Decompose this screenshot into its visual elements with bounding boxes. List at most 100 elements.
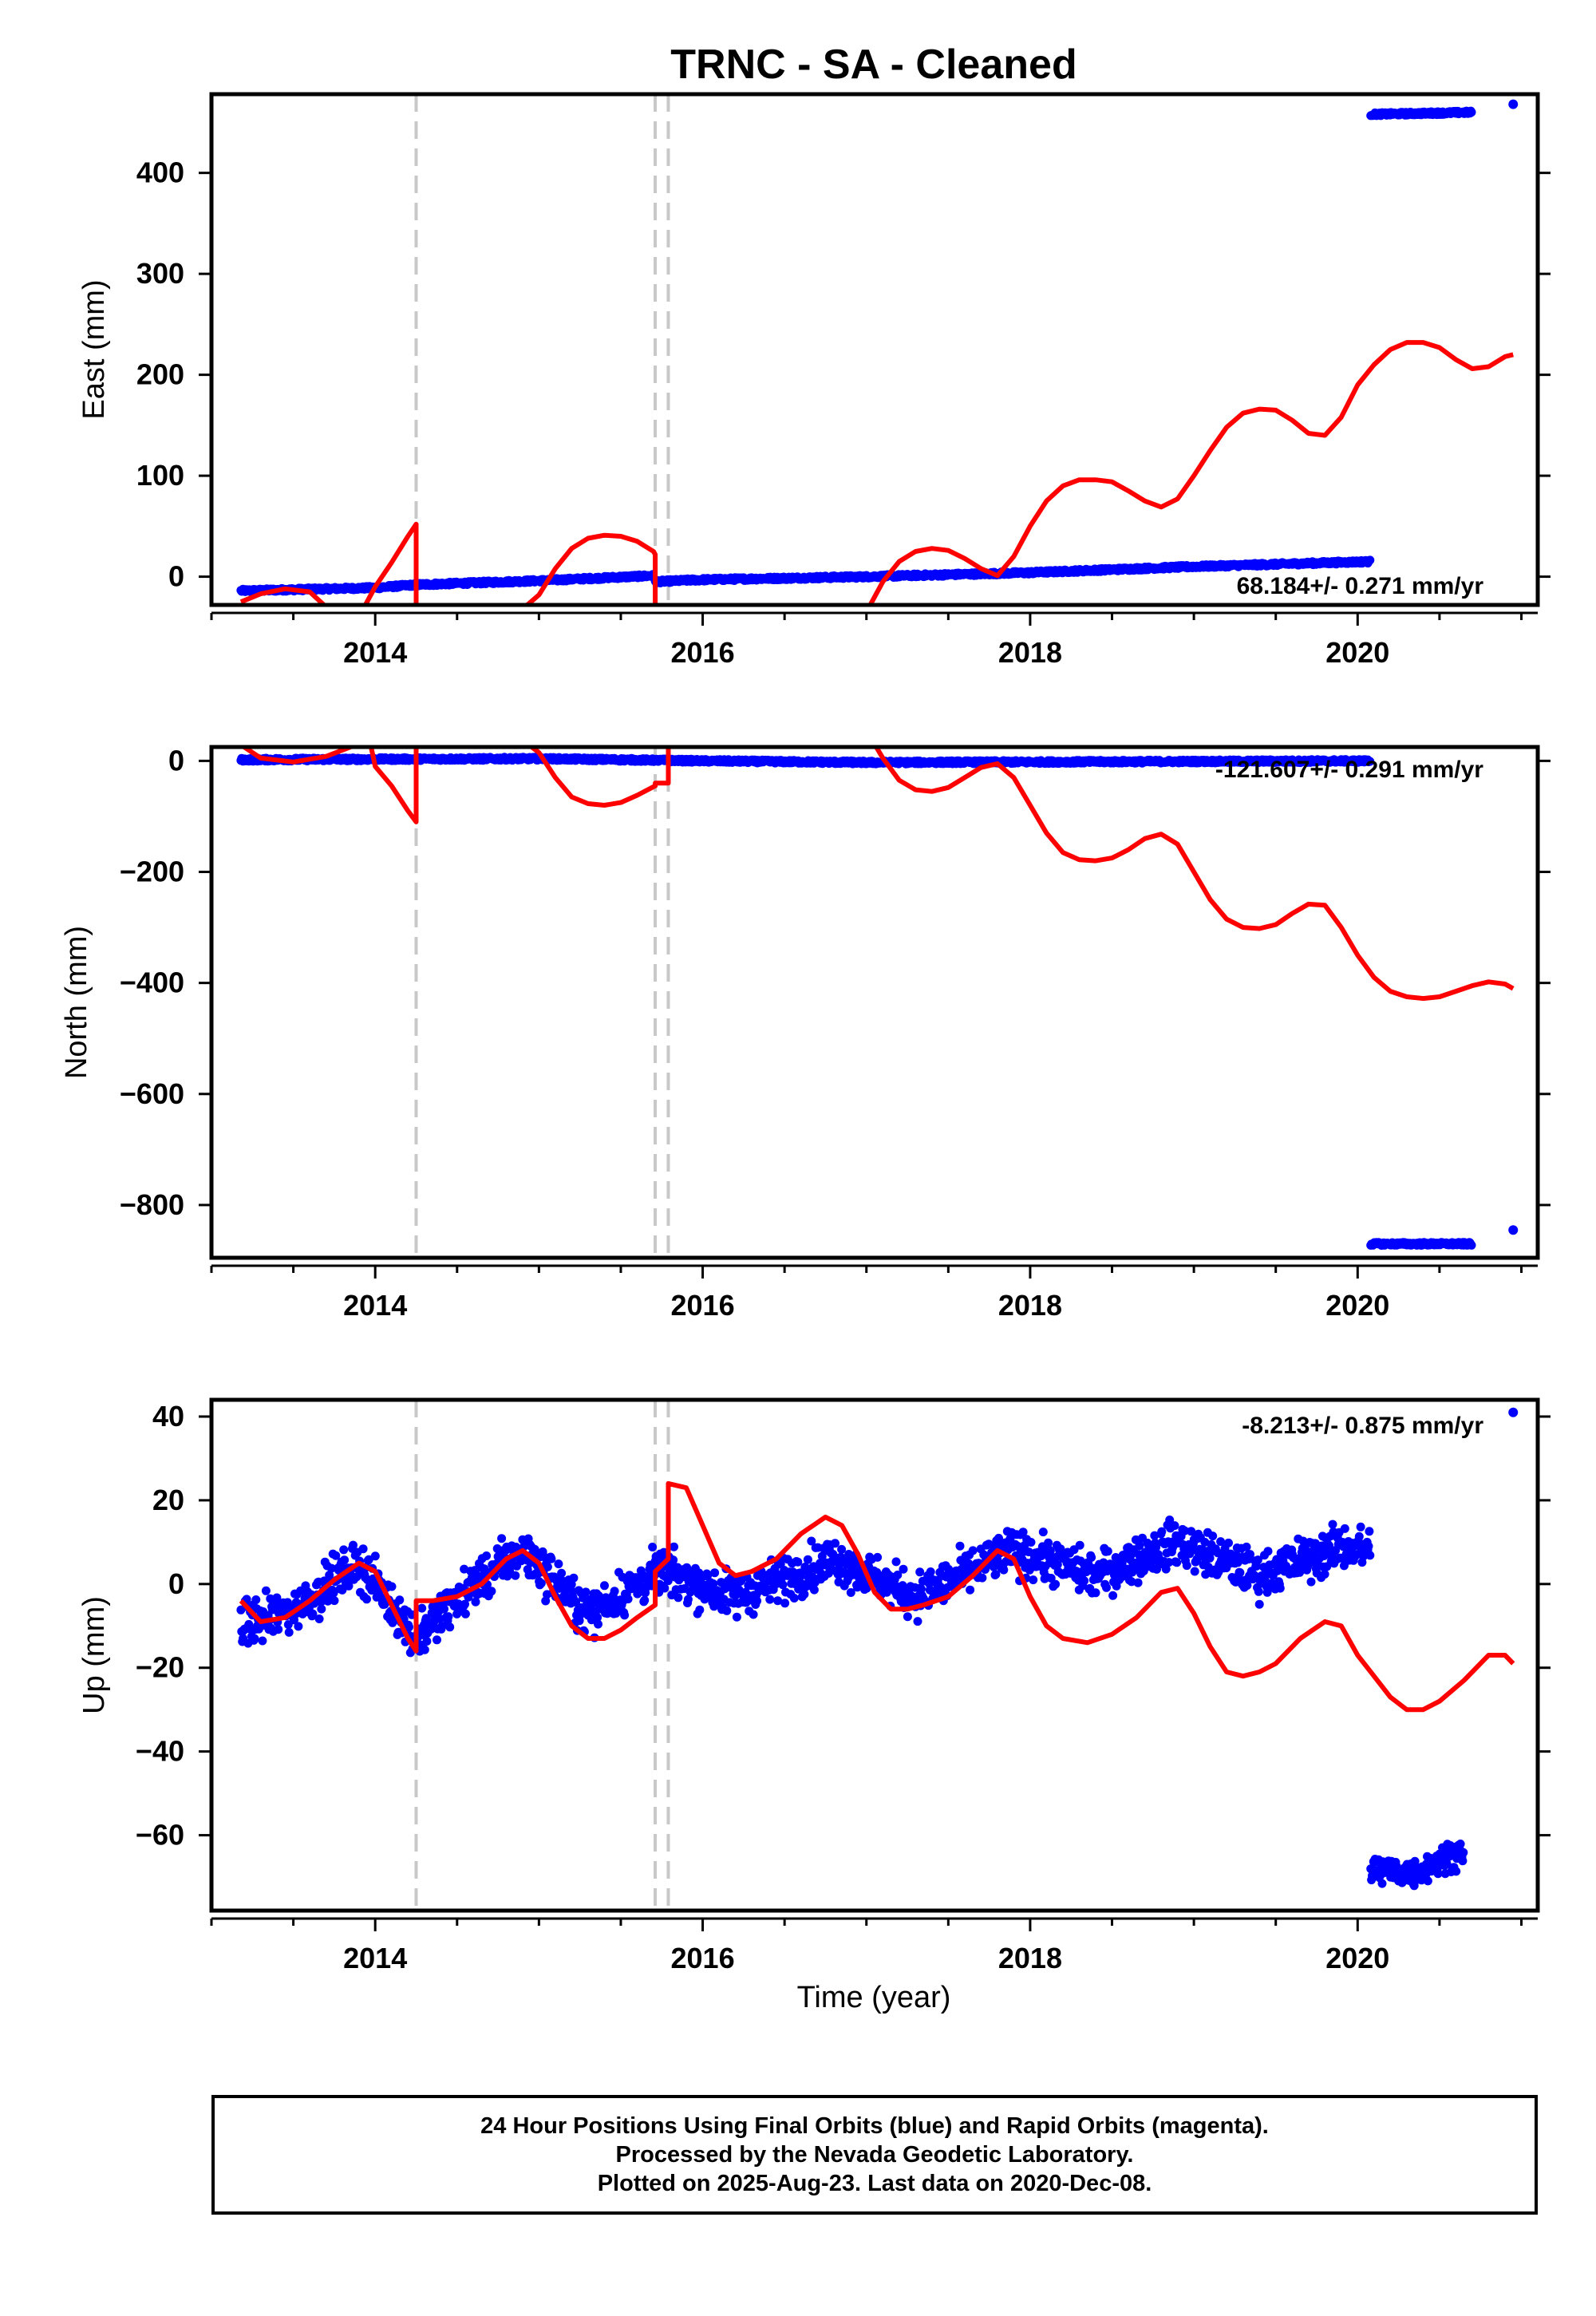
data-point	[460, 1599, 469, 1609]
x-tick-label: 2014	[343, 636, 407, 669]
data-point	[893, 1571, 903, 1579]
x-tick-label: 2018	[998, 1289, 1062, 1322]
data-point	[1180, 1526, 1190, 1535]
data-point	[1246, 1550, 1254, 1559]
data-point	[274, 1625, 283, 1634]
y-tick-label: 0	[168, 744, 184, 777]
y-tick-label: 300	[136, 257, 184, 290]
data-point	[648, 1543, 658, 1551]
data-point	[417, 1603, 427, 1613]
data-point	[339, 1545, 349, 1555]
data-point	[955, 1541, 965, 1551]
data-point	[1253, 1555, 1262, 1565]
data-point	[251, 1595, 261, 1604]
data-point	[421, 1614, 431, 1623]
data-point	[445, 1622, 455, 1632]
data-point	[978, 1573, 987, 1583]
data-point	[891, 1557, 901, 1567]
data-point	[1242, 1581, 1252, 1590]
data-point	[1188, 1545, 1197, 1555]
data-point	[1091, 1588, 1100, 1598]
model-line	[239, 340, 1514, 605]
data-point	[1170, 1521, 1179, 1531]
data-point	[1233, 1558, 1242, 1567]
data-point	[314, 1614, 324, 1623]
data-point	[670, 1542, 678, 1551]
data-point	[329, 1588, 338, 1598]
data-point	[991, 1570, 1001, 1579]
data-point	[1254, 1599, 1264, 1609]
data-point	[1235, 1568, 1245, 1577]
y-tick-label: −200	[120, 856, 184, 888]
data-point	[903, 1612, 912, 1622]
data-point	[569, 1573, 579, 1583]
data-point	[1080, 1576, 1089, 1586]
data-point	[1161, 1564, 1171, 1574]
y-tick-label: 0	[168, 560, 184, 593]
x-tick-label: 2016	[671, 1289, 735, 1322]
model-line	[243, 747, 1515, 1002]
data-point	[1365, 757, 1375, 766]
data-point	[1127, 1577, 1136, 1587]
data-point	[344, 1581, 354, 1591]
data-point	[1365, 555, 1375, 565]
data-point	[1018, 1528, 1028, 1537]
data-point	[326, 1563, 336, 1573]
data-point	[1046, 1574, 1056, 1583]
data-point	[709, 1579, 718, 1588]
data-point	[1190, 1567, 1199, 1576]
x-tick-label: 2020	[1325, 636, 1389, 669]
data-point	[610, 1587, 619, 1596]
data-point	[674, 1593, 683, 1603]
data-points	[236, 99, 1519, 596]
data-point	[460, 1609, 470, 1618]
data-point	[1038, 1528, 1048, 1537]
data-point	[497, 1534, 507, 1543]
data-point	[1051, 1579, 1061, 1589]
data-point	[899, 1564, 908, 1574]
data-point	[1133, 1578, 1143, 1587]
data-point	[362, 1595, 371, 1604]
data-point	[1254, 1587, 1263, 1596]
data-point	[809, 1585, 819, 1595]
plot-area	[236, 94, 1519, 605]
data-point	[340, 1555, 350, 1565]
data-point	[1172, 1558, 1182, 1567]
y-tick-label: −600	[120, 1077, 184, 1110]
data-point	[1275, 1583, 1285, 1593]
data-point	[358, 1544, 368, 1554]
data-point	[873, 1552, 883, 1562]
y-axis-label: North (mm)	[60, 926, 93, 1079]
data-point	[898, 1581, 907, 1591]
rate-annotation: -121.607+/- 0.291 mm/yr	[1215, 757, 1483, 783]
data-point	[780, 1599, 790, 1608]
data-point	[623, 1595, 633, 1604]
data-point	[554, 1559, 563, 1569]
data-point	[1108, 1591, 1118, 1600]
data-point	[710, 1568, 720, 1578]
data-point	[284, 1627, 294, 1637]
data-point	[258, 1636, 267, 1646]
data-point	[1075, 1540, 1084, 1550]
data-point	[487, 1587, 496, 1596]
data-point	[1508, 99, 1519, 109]
data-point	[581, 1587, 591, 1597]
data-point	[968, 1546, 978, 1555]
data-point	[1152, 1543, 1161, 1552]
data-point	[1164, 1558, 1174, 1567]
data-point	[1467, 1240, 1476, 1250]
data-point	[683, 1595, 693, 1604]
data-point	[1103, 1547, 1112, 1556]
y-tick-label: −800	[120, 1188, 184, 1221]
data-point	[1053, 1560, 1062, 1569]
data-point	[753, 1596, 762, 1606]
data-point	[588, 1599, 598, 1608]
data-point	[261, 1586, 271, 1595]
data-point	[803, 1555, 812, 1564]
data-point	[433, 1635, 441, 1645]
data-point	[511, 1571, 520, 1580]
x-tick-label: 2020	[1325, 1289, 1389, 1322]
